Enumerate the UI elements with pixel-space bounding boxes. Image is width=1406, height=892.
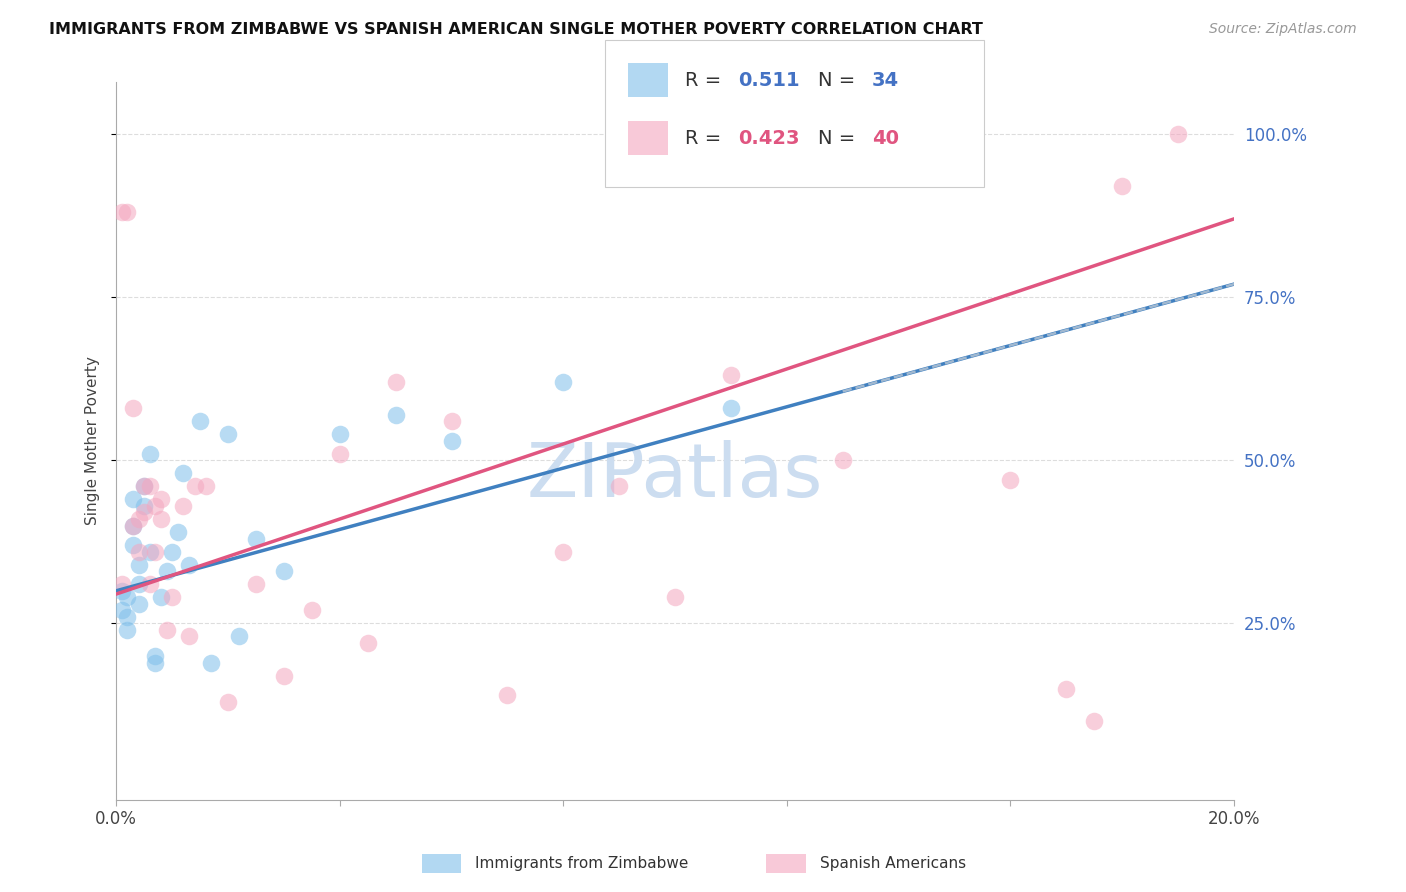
- Point: [188, 414, 211, 428]
- Point: [111, 583, 134, 598]
- Text: IMMIGRANTS FROM ZIMBABWE VS SPANISH AMERICAN SINGLE MOTHER POVERTY CORRELATION C: IMMIGRANTS FROM ZIMBABWE VS SPANISH AMER…: [49, 22, 983, 37]
- Text: Source: ZipAtlas.com: Source: ZipAtlas.com: [1209, 22, 1357, 37]
- Point: [217, 427, 239, 442]
- Point: [122, 518, 145, 533]
- Point: [553, 375, 575, 389]
- Point: [111, 603, 134, 617]
- Point: [139, 447, 162, 461]
- Point: [553, 544, 575, 558]
- Point: [329, 427, 352, 442]
- Point: [117, 205, 139, 219]
- Point: [607, 479, 630, 493]
- Point: [155, 623, 177, 637]
- Point: [217, 695, 239, 709]
- Point: [273, 668, 295, 682]
- Text: ZIPatlas: ZIPatlas: [527, 440, 824, 513]
- Point: [664, 591, 686, 605]
- Text: Immigrants from Zimbabwe: Immigrants from Zimbabwe: [475, 856, 689, 871]
- Point: [1167, 127, 1189, 141]
- Point: [117, 610, 139, 624]
- Point: [301, 603, 323, 617]
- Point: [384, 408, 406, 422]
- Point: [831, 453, 853, 467]
- Point: [720, 401, 742, 416]
- Point: [440, 434, 463, 448]
- Point: [720, 368, 742, 383]
- Point: [139, 479, 162, 493]
- Point: [128, 577, 150, 591]
- Point: [384, 375, 406, 389]
- Point: [128, 558, 150, 572]
- Point: [228, 629, 250, 643]
- Point: [134, 479, 156, 493]
- Point: [128, 544, 150, 558]
- Point: [145, 656, 167, 670]
- Point: [496, 688, 519, 702]
- Point: [183, 479, 205, 493]
- Point: [111, 205, 134, 219]
- Point: [134, 479, 156, 493]
- Point: [200, 656, 222, 670]
- Point: [194, 479, 217, 493]
- Point: [149, 492, 172, 507]
- Point: [145, 648, 167, 663]
- Point: [172, 467, 194, 481]
- Text: 0.511: 0.511: [738, 70, 800, 90]
- Point: [139, 577, 162, 591]
- Text: 40: 40: [872, 128, 898, 148]
- Point: [122, 538, 145, 552]
- Point: [172, 499, 194, 513]
- Point: [139, 544, 162, 558]
- Point: [273, 564, 295, 578]
- Text: R =: R =: [685, 128, 727, 148]
- Text: Spanish Americans: Spanish Americans: [820, 856, 966, 871]
- Point: [155, 564, 177, 578]
- Point: [1083, 714, 1105, 729]
- Text: N =: N =: [818, 70, 862, 90]
- Point: [357, 636, 380, 650]
- Point: [122, 401, 145, 416]
- Point: [1111, 179, 1133, 194]
- Point: [329, 447, 352, 461]
- Point: [117, 591, 139, 605]
- Text: R =: R =: [685, 70, 727, 90]
- Point: [177, 558, 200, 572]
- Point: [1000, 473, 1022, 487]
- Point: [1054, 681, 1077, 696]
- Point: [160, 544, 183, 558]
- Point: [134, 506, 156, 520]
- Point: [122, 518, 145, 533]
- Point: [111, 577, 134, 591]
- Point: [128, 597, 150, 611]
- Text: 0.423: 0.423: [738, 128, 800, 148]
- Point: [245, 577, 267, 591]
- Point: [149, 512, 172, 526]
- Point: [145, 544, 167, 558]
- Text: 34: 34: [872, 70, 898, 90]
- Point: [122, 492, 145, 507]
- Point: [166, 524, 188, 539]
- Point: [440, 414, 463, 428]
- Point: [245, 532, 267, 546]
- Point: [149, 591, 172, 605]
- Point: [145, 499, 167, 513]
- Point: [177, 629, 200, 643]
- Point: [128, 512, 150, 526]
- Text: N =: N =: [818, 128, 862, 148]
- Point: [117, 623, 139, 637]
- Point: [160, 591, 183, 605]
- Y-axis label: Single Mother Poverty: Single Mother Poverty: [86, 356, 100, 525]
- Point: [134, 499, 156, 513]
